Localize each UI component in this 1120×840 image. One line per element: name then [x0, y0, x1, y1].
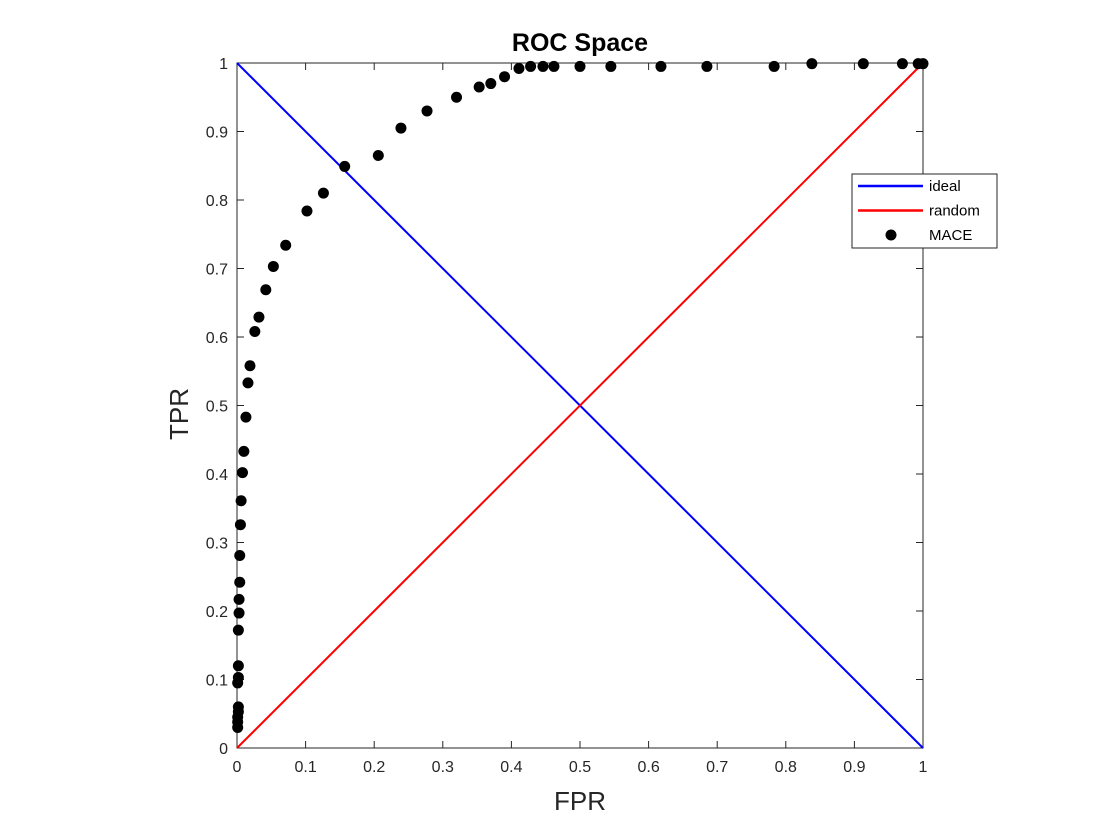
data-point-mace [485, 78, 497, 90]
tick-layer: 0 0.1 0.2 0.3 0.4 0.5 0.6 0.7 0.8 0.9 1 0 0.1 0.2 0.3 0… [206, 56, 928, 776]
series-line-random [236, 62, 924, 749]
data-point-mace [857, 58, 869, 70]
data-point-mace [806, 58, 818, 70]
x-tick-label: 0.7 [706, 759, 728, 776]
x-tick-label: 0.2 [363, 759, 385, 776]
data-point-mace [537, 60, 549, 72]
data-point-mace [238, 445, 250, 457]
y-tick-label: 1 [219, 56, 228, 73]
data-point-mace [317, 187, 329, 199]
y-axis-label: TPR [164, 388, 194, 440]
series-layer [232, 58, 929, 749]
data-point-mace [451, 91, 463, 103]
x-axis-label: FPR [554, 786, 606, 816]
legend-label-random: random [929, 203, 980, 220]
data-point-mace [267, 260, 279, 272]
y-tick-label: 0.1 [206, 673, 228, 690]
data-point-mace [605, 60, 617, 72]
x-tick-label: 0.5 [569, 759, 591, 776]
data-point-mace [253, 311, 265, 323]
y-tick-label: 0.9 [206, 125, 228, 142]
x-tick-label: 1 [919, 759, 928, 776]
data-point-mace [244, 360, 256, 372]
data-point-mace [234, 550, 246, 562]
data-point-mace [339, 160, 351, 172]
y-tick-label: 0.5 [206, 399, 228, 416]
data-point-mace [234, 576, 246, 588]
data-point-mace [242, 377, 254, 389]
chart-title: ROC Space [512, 29, 648, 57]
x-tick-label: 0.1 [294, 759, 316, 776]
data-point-mace [574, 60, 586, 72]
data-point-mace [701, 60, 713, 72]
data-point-mace [372, 149, 384, 161]
x-tick-label: 0 [233, 759, 242, 776]
x-tick-label: 0.8 [775, 759, 797, 776]
data-point-mace [235, 495, 247, 507]
data-point-mace [232, 660, 244, 672]
data-point-mace [421, 105, 433, 117]
data-point-mace [301, 205, 313, 217]
y-tick-label: 0.8 [206, 193, 228, 210]
data-point-mace [513, 62, 525, 74]
y-tick-label: 0.2 [206, 604, 228, 621]
data-point-mace [280, 239, 292, 251]
data-point-mace [768, 60, 780, 72]
y-tick-label: 0 [219, 741, 228, 758]
legend: ideal random MACE [851, 173, 998, 249]
y-tick-label: 0.7 [206, 262, 228, 279]
y-tick-label: 0.3 [206, 536, 228, 553]
x-tick-label: 0.6 [637, 759, 659, 776]
data-point-mace [917, 58, 929, 70]
data-point-mace [240, 411, 252, 423]
legend-label-ideal: ideal [929, 178, 961, 195]
y-tick-label: 0.4 [206, 467, 228, 484]
legend-items: ideal random MACE [858, 178, 980, 244]
plot-area: 0 0.1 0.2 0.3 0.4 0.5 0.6 0.7 0.8 0.9 1 0 0.1 0.2 0.3 0… [206, 56, 929, 776]
data-point-mace [525, 60, 537, 72]
data-point-mace [655, 60, 667, 72]
data-point-mace [233, 593, 245, 605]
data-point-mace [395, 122, 407, 134]
data-point-mace [260, 284, 272, 296]
data-point-mace [236, 467, 248, 479]
data-point-mace [232, 624, 244, 636]
data-point-mace [499, 71, 511, 83]
x-tick-label: 0.4 [500, 759, 522, 776]
x-tick-label: 0.3 [432, 759, 454, 776]
data-point-mace [232, 671, 244, 683]
y-tick-label: 0.6 [206, 330, 228, 347]
data-point-mace [233, 607, 245, 619]
data-point-mace [548, 60, 560, 72]
data-point-mace [232, 701, 244, 713]
data-point-mace [249, 326, 261, 338]
x-tick-label: 0.9 [843, 759, 865, 776]
data-point-mace [896, 58, 908, 70]
data-point-mace [234, 519, 246, 531]
legend-label-mace: MACE [929, 227, 972, 244]
legend-marker-mace [885, 229, 897, 241]
data-point-mace [473, 81, 485, 93]
